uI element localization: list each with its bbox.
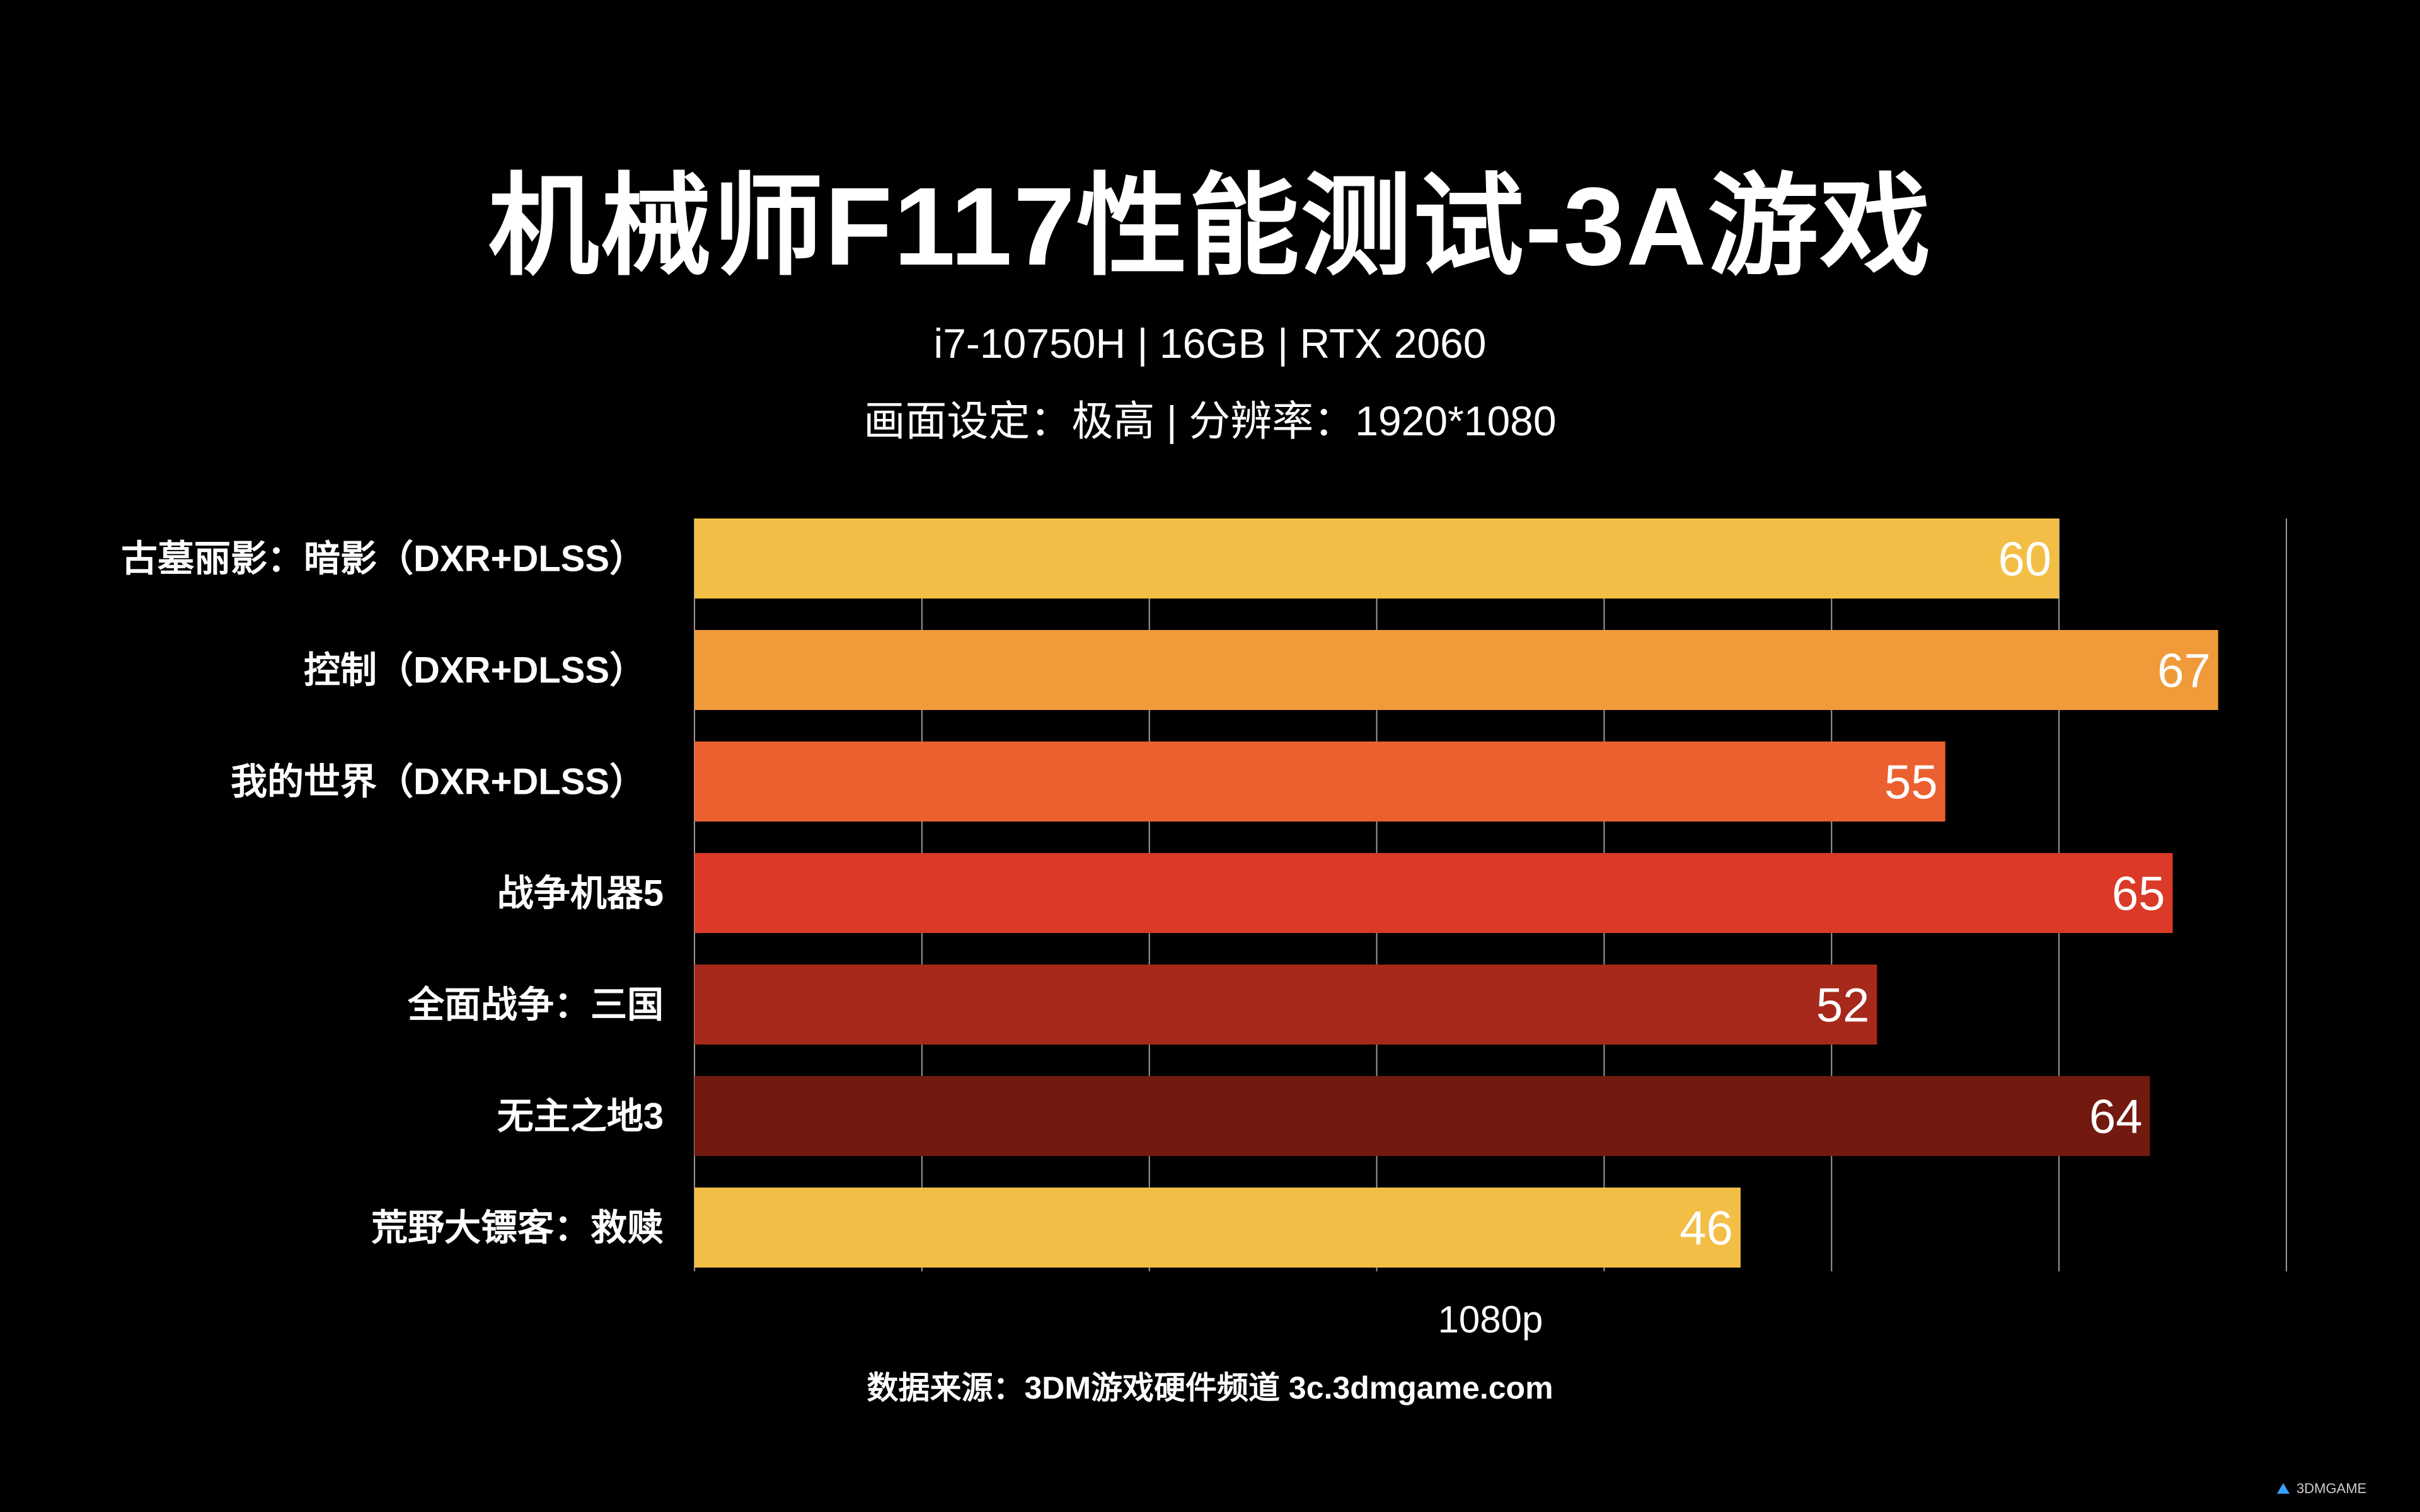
category-labels: 古墓丽影：暗影（DXR+DLSS） 控制（DXR+DLSS） 我的世界（DXR+DL…	[121, 539, 664, 1249]
value-labels: 60 67 55 65 52 64 46	[1680, 533, 2210, 1256]
value-label: 64	[2089, 1091, 2143, 1144]
value-label: 67	[2157, 644, 2211, 698]
data-source: 数据来源：3DM游戏硬件频道 3c.3dmgame.com	[867, 1370, 1553, 1406]
category-label: 战争机器5	[497, 873, 664, 914]
chart-subtitle-hardware: i7-10750H | 16GB | RTX 2060	[933, 320, 1487, 367]
bars	[694, 518, 2218, 1268]
value-label: 52	[1816, 979, 1870, 1033]
watermark: 3DMGAME	[2275, 1474, 2411, 1503]
category-label: 全面战争：三国	[407, 985, 664, 1026]
bar	[694, 1076, 2150, 1156]
category-label: 无主之地3	[497, 1096, 664, 1137]
bar	[694, 742, 1945, 822]
value-label: 65	[2112, 868, 2165, 921]
category-label: 荒野大镖客：救赎	[371, 1208, 664, 1249]
value-label: 46	[1680, 1202, 1733, 1256]
x-axis-label: 1080p	[1438, 1298, 1543, 1341]
value-label: 55	[1884, 756, 1938, 810]
category-label: 控制（DXR+DLSS）	[304, 650, 646, 691]
category-label: 古墓丽影：暗影（DXR+DLSS）	[121, 539, 646, 580]
bar	[694, 518, 2060, 598]
chart-subtitle-settings: 画面设定：极高 | 分辨率：1920*1080	[863, 398, 1557, 444]
category-label: 我的世界（DXR+DLSS）	[231, 762, 646, 803]
watermark-text: 3DMGAME	[2296, 1480, 2367, 1496]
bar	[694, 965, 1877, 1045]
bar	[694, 1188, 1741, 1268]
bar	[694, 630, 2218, 710]
bar	[694, 853, 2173, 933]
chart-title: 机械师F117性能测试-3A游戏	[488, 165, 1932, 289]
value-label: 60	[1998, 533, 2052, 587]
logo-icon	[2277, 1483, 2290, 1494]
